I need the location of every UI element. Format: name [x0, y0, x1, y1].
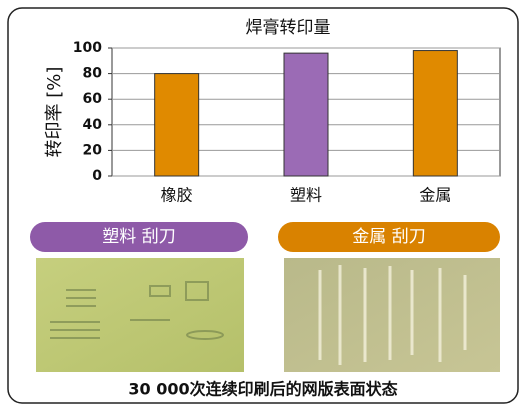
x-tick-label: 塑料	[290, 186, 322, 205]
y-axis-label: 转印率 [%]	[44, 67, 65, 158]
y-tick-label: 100	[73, 40, 102, 56]
photo-detail	[318, 265, 467, 365]
bar	[283, 52, 329, 177]
chart-title: 焊膏转印量	[246, 17, 331, 38]
photo-detail	[50, 281, 224, 340]
x-tick-label: 金属	[419, 186, 451, 205]
x-tick-label: 橡胶	[161, 186, 193, 205]
photo	[284, 258, 500, 372]
panel-label-bg	[30, 222, 248, 252]
y-tick-label: 20	[83, 142, 103, 158]
bar	[154, 73, 200, 177]
y-tick-label: 60	[83, 91, 103, 107]
caption: 30 000次连续印刷后的网版表面状态	[128, 380, 397, 399]
y-tick-label: 40	[83, 117, 103, 133]
panel-label: 金属 刮刀	[352, 227, 425, 247]
y-tick-label: 80	[83, 66, 103, 82]
panel-label-bg	[278, 222, 500, 252]
y-tick-label: 0	[92, 168, 102, 184]
bar	[412, 50, 458, 177]
panel-label: 塑料 刮刀	[102, 227, 175, 247]
photo	[36, 258, 244, 372]
